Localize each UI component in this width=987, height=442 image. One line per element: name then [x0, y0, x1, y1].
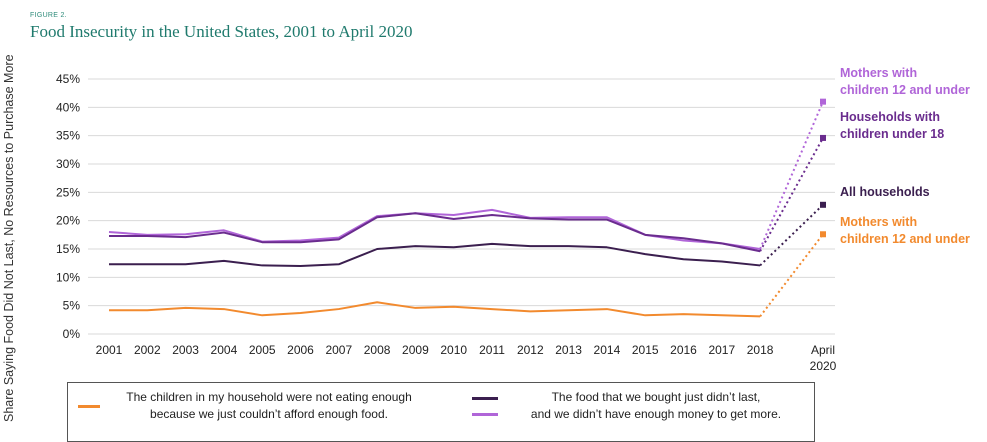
x-tick-label: 2009 — [402, 343, 429, 357]
series-end-label: Households with — [840, 110, 940, 124]
series-end-label: All households — [840, 185, 930, 199]
series-line — [109, 242, 761, 267]
x-tick-label: 2007 — [325, 343, 352, 357]
legend-swatch-dark-purple — [472, 397, 498, 400]
x-axis-ticks: 2001 2002 2003 2004 2005 2006 2007 2008 2009 2010… — [96, 343, 837, 373]
x-tick-label: 2014 — [594, 343, 621, 357]
y-tick-label: 40% — [56, 100, 80, 114]
series-line — [109, 212, 761, 253]
x-tick-label: 2005 — [249, 343, 276, 357]
y-tick-label: 15% — [56, 242, 80, 256]
series-line — [109, 301, 761, 318]
x-tick-label: 2020 — [810, 359, 837, 373]
y-axis-ticks: 0% 5% 10% 15% 20% 25% 30% 35% 40% 45% — [56, 72, 80, 341]
series-end-label: Mothers with — [840, 66, 917, 80]
legend-swatch-light-purple — [472, 413, 498, 416]
x-tick-label: 2016 — [670, 343, 697, 357]
x-tick-label: 2008 — [364, 343, 391, 357]
chart-title: Food Insecurity in the United States, 20… — [30, 22, 413, 41]
grid-lines — [88, 78, 835, 335]
x-tick-label: 2011 — [479, 343, 505, 357]
x-tick-label: 2002 — [134, 343, 161, 357]
y-tick-label: 0% — [63, 327, 81, 341]
y-tick-label: 10% — [56, 270, 80, 284]
series-projection — [759, 233, 824, 318]
x-tick-label: 2001 — [96, 343, 123, 357]
x-tick-label: 2004 — [211, 343, 238, 357]
x-tick-label: 2018 — [747, 343, 774, 357]
legend-item-food: The food that we bought just didn’t last… — [530, 390, 782, 421]
y-tick-label: 35% — [56, 129, 80, 143]
series-end-marker — [820, 201, 826, 208]
series-projection — [759, 204, 824, 267]
x-tick-label: 2010 — [440, 343, 467, 357]
y-tick-label: 45% — [56, 72, 80, 86]
x-tick-label: 2012 — [517, 343, 544, 357]
x-tick-label: April — [811, 343, 835, 357]
x-tick-label: 2015 — [632, 343, 659, 357]
x-tick-label: 2013 — [555, 343, 582, 357]
y-tick-label: 5% — [63, 299, 81, 313]
series-end-marker — [820, 231, 826, 238]
series-end-label: Mothers with — [840, 215, 917, 229]
legend-swatch-orange — [78, 405, 100, 408]
x-tick-label: 2017 — [708, 343, 735, 357]
end-labels: Mothers with children 12 and under Househo… — [840, 66, 970, 246]
y-tick-label: 30% — [56, 157, 80, 171]
series-end-label: children 12 and under — [840, 232, 970, 246]
x-tick-label: 2003 — [172, 343, 199, 357]
series-end-label: children 12 and under — [840, 83, 970, 97]
series-end-marker — [820, 134, 826, 141]
legend: The children in my household were not ea… — [67, 382, 815, 442]
series-projection — [759, 101, 824, 250]
y-tick-label: 20% — [56, 214, 80, 228]
legend-item-children: The children in my household were not ea… — [126, 390, 412, 421]
line-chart: 0%5%10%15%20%25%30%35%40%45% 2001 2002 200… — [56, 66, 970, 373]
series-projection — [759, 137, 824, 252]
figure-label: FIGURE 2. — [30, 12, 67, 19]
series-end-label: children under 18 — [840, 127, 944, 141]
series-end-marker — [820, 98, 826, 105]
y-tick-label: 25% — [56, 185, 80, 199]
series-lines — [108, 98, 826, 318]
x-tick-label: 2006 — [287, 343, 314, 357]
